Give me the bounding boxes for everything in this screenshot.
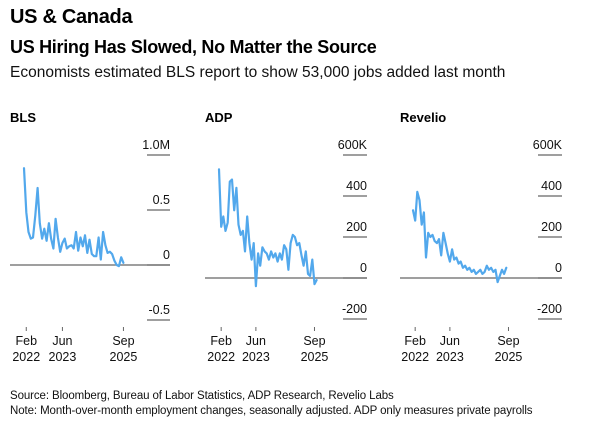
y-tick-label: 200 <box>541 220 562 234</box>
section-label: US & Canada <box>10 6 133 28</box>
y-tick-label: 600K <box>533 138 563 152</box>
y-tick-label: -200 <box>342 302 367 316</box>
y-tick-label: 400 <box>346 179 367 193</box>
series-line-adp <box>217 168 318 288</box>
x-tick-label-year: 2023 <box>242 350 270 364</box>
panel-title-revelio: Revelio <box>400 110 447 125</box>
y-tick-label: 0.5 <box>153 193 170 207</box>
y-tick-label: 0 <box>555 261 562 275</box>
series-line-bls <box>22 167 125 268</box>
x-tick-label-month: Sep <box>303 334 325 348</box>
x-tick-label-month: Feb <box>404 334 426 348</box>
chart-title: US Hiring Has Slowed, No Matter the Sour… <box>10 37 377 57</box>
y-tick-label: 1.0M <box>142 138 170 152</box>
small-multiples-chart: 1.0M 0.5 0 -0.5 Feb 2022 Jun 2023 Sep 2025 600K 400… <box>10 138 563 364</box>
y-tick-label: 600K <box>338 138 368 152</box>
x-tick-label-month: Jun <box>246 334 266 348</box>
y-tick-label: 0 <box>360 261 367 275</box>
x-tick-label-year: 2022 <box>12 350 40 364</box>
y-tick-label: -200 <box>537 302 562 316</box>
x-tick-label-year: 2025 <box>495 350 523 364</box>
y-tick-label: 0 <box>163 248 170 262</box>
panel-title-bls: BLS <box>10 110 36 125</box>
x-tick-label-year: 2023 <box>49 350 77 364</box>
y-tick-label: 400 <box>541 179 562 193</box>
x-tick-label-year: 2022 <box>401 350 429 364</box>
x-tick-label-month: Sep <box>497 334 519 348</box>
x-tick-label-year: 2023 <box>436 350 464 364</box>
x-tick-label-month: Jun <box>440 334 460 348</box>
x-tick-label-year: 2025 <box>301 350 329 364</box>
panel-title-adp: ADP <box>205 110 233 125</box>
series-line-revelio <box>411 190 508 284</box>
x-tick-label-year: 2022 <box>207 350 235 364</box>
chart-subtitle: Economists estimated BLS report to show … <box>10 64 506 81</box>
x-tick-label-month: Feb <box>210 334 232 348</box>
y-tick-label: -0.5 <box>148 303 170 317</box>
source-note: Source: Bloomberg, Bureau of Labor Stati… <box>10 390 394 402</box>
y-tick-label: 200 <box>346 220 367 234</box>
x-tick-label-month: Jun <box>52 334 72 348</box>
x-tick-label-year: 2025 <box>110 350 138 364</box>
x-tick-label-month: Feb <box>15 334 37 348</box>
x-tick-label-month: Sep <box>112 334 134 348</box>
methodology-note: Note: Month-over-month employment change… <box>10 405 533 417</box>
